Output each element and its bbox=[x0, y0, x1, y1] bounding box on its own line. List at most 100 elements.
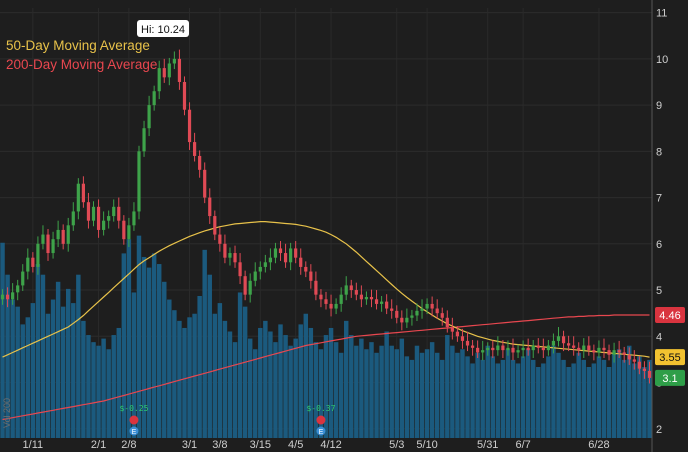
candle-body bbox=[294, 248, 298, 258]
volume-bar bbox=[389, 345, 394, 438]
volume-bar bbox=[434, 352, 440, 438]
volume-bar bbox=[15, 306, 20, 438]
candle-body bbox=[41, 234, 45, 244]
volume-bar bbox=[273, 342, 278, 438]
candle-body bbox=[304, 266, 308, 272]
price-badges: 4.46 3.55 3.1 bbox=[655, 307, 685, 386]
volume-bar bbox=[232, 342, 238, 438]
volume-bar bbox=[359, 338, 364, 438]
volume-bar bbox=[263, 320, 268, 438]
candle-body bbox=[122, 220, 126, 240]
volume-bar bbox=[45, 313, 51, 438]
candle-body bbox=[71, 211, 75, 226]
candle-body bbox=[329, 303, 333, 309]
candle-body bbox=[486, 347, 490, 351]
candle-body bbox=[243, 276, 247, 295]
candle-body bbox=[501, 345, 505, 351]
volume-bar bbox=[182, 327, 187, 438]
volume-bar bbox=[525, 349, 531, 438]
candle-body bbox=[450, 327, 454, 332]
volume-bar bbox=[510, 359, 516, 438]
volume-bar bbox=[627, 345, 632, 438]
candle-body bbox=[157, 68, 161, 92]
candle-body bbox=[511, 347, 515, 353]
candle-body bbox=[627, 354, 631, 360]
volume-bar bbox=[30, 303, 36, 438]
volume-bar bbox=[530, 359, 536, 438]
volume-bar bbox=[283, 335, 288, 438]
candle-body bbox=[597, 347, 601, 353]
volume-bar bbox=[419, 352, 425, 438]
volume-bar bbox=[55, 281, 61, 438]
candle-body bbox=[152, 91, 156, 106]
volume-bar bbox=[490, 356, 496, 438]
candle-body bbox=[460, 336, 465, 341]
volume-bar bbox=[288, 345, 293, 438]
candle-body bbox=[102, 220, 106, 230]
candle-body bbox=[445, 317, 449, 328]
candle-body bbox=[572, 345, 576, 348]
volume-bar bbox=[111, 335, 116, 438]
candle-body bbox=[602, 347, 606, 351]
volume-bar bbox=[374, 352, 379, 438]
candle-body bbox=[465, 340, 470, 346]
candle-body bbox=[192, 142, 197, 156]
volume-bar bbox=[156, 264, 162, 438]
candle-body bbox=[390, 308, 394, 311]
volume-bar bbox=[298, 324, 303, 438]
candle-body bbox=[16, 285, 20, 293]
candle-body bbox=[187, 109, 192, 143]
earnings-info-glyph: E bbox=[319, 429, 324, 436]
volume-bar bbox=[172, 310, 177, 438]
candle-body bbox=[132, 211, 136, 226]
volume-bar bbox=[561, 359, 566, 438]
volume-bar bbox=[404, 356, 410, 438]
volume-bar bbox=[465, 356, 470, 438]
price-badge bbox=[655, 369, 685, 386]
volume-bar bbox=[520, 356, 526, 438]
candle-body bbox=[51, 239, 55, 254]
candle-body bbox=[61, 229, 65, 244]
y-tick-label: 4 bbox=[656, 331, 662, 343]
candle-body bbox=[319, 294, 323, 300]
candle-body bbox=[410, 315, 414, 318]
candle-body bbox=[253, 271, 257, 281]
price-badge-label: 3.1 bbox=[662, 373, 677, 385]
ma50-line bbox=[2, 221, 650, 358]
volume-bar bbox=[91, 342, 96, 438]
earnings-value-label: $-0.25 bbox=[119, 404, 148, 413]
candle-body bbox=[147, 105, 151, 129]
candles bbox=[0, 49, 652, 384]
volume-bar bbox=[642, 367, 647, 438]
volume-bar bbox=[450, 345, 455, 438]
x-axis: 1/11 2/1 2/8 3/1 3/8 3/15 4/5 4/12 5/3 5/10 5/31 6/… bbox=[23, 439, 610, 451]
volume-bar bbox=[126, 239, 132, 438]
earnings-marker-icon bbox=[129, 415, 139, 425]
candle-body bbox=[607, 350, 611, 355]
candle-body bbox=[587, 345, 591, 351]
candle-body bbox=[592, 350, 596, 353]
volume-bar bbox=[480, 359, 485, 438]
candle-body bbox=[248, 280, 252, 295]
candle-body bbox=[647, 370, 652, 378]
candle-body bbox=[208, 197, 212, 217]
price-badge bbox=[655, 307, 685, 324]
x-tick-label: 5/31 bbox=[477, 439, 498, 451]
volume-bar bbox=[96, 345, 101, 438]
candle-body bbox=[309, 271, 313, 281]
candle-body bbox=[541, 347, 545, 351]
ma200-path bbox=[2, 314, 650, 421]
candle-body bbox=[182, 81, 187, 110]
volume-bar bbox=[328, 327, 334, 438]
volume-bar bbox=[0, 242, 5, 438]
volume-bar bbox=[611, 352, 617, 438]
volume-bars bbox=[0, 235, 652, 438]
candle-body bbox=[374, 299, 379, 304]
candle-body bbox=[617, 350, 621, 353]
x-tick-label: 3/15 bbox=[250, 439, 271, 451]
candle-body bbox=[299, 257, 303, 267]
candle-body bbox=[481, 350, 485, 353]
candle-body bbox=[420, 308, 424, 311]
volume-bar bbox=[177, 320, 182, 438]
candle-body bbox=[556, 336, 561, 341]
